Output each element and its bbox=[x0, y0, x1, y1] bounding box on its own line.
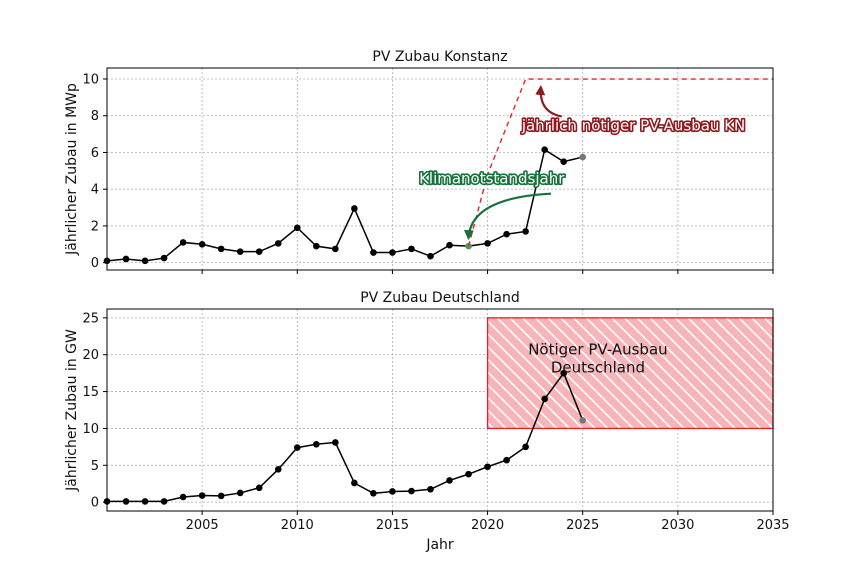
deutschland-data-point bbox=[427, 485, 434, 493]
deutschland-data-point bbox=[122, 498, 130, 505]
konstanz-data-point bbox=[541, 146, 548, 154]
deutschland-y-tick-label: 5 bbox=[91, 459, 99, 474]
deutschland-data-point bbox=[503, 456, 510, 464]
konstanz-chart: PV Zubau Konstanz 0 2 4 6 8 10 Jährlicher Zub… bbox=[64, 49, 774, 274]
konstanz-data-point bbox=[217, 245, 225, 253]
konstanz-grid bbox=[107, 68, 774, 270]
deutschland-series bbox=[103, 369, 587, 505]
konstanz-annotations: Klimanotstandsjahr jährlich nötiger PV-Au… bbox=[417, 85, 747, 241]
konstanz-y-tick-label: 8 bbox=[91, 109, 99, 124]
deutschland-data-point bbox=[560, 369, 567, 377]
konstanz-data-point bbox=[408, 245, 415, 253]
konstanz-data-point bbox=[484, 240, 491, 247]
konstanz-data-point bbox=[446, 241, 453, 249]
deutschland-y-tick-label: 15 bbox=[82, 385, 99, 400]
deutschland-chart: PV Zubau Deutschland 2005 2010 2015 2020 202… bbox=[64, 290, 790, 553]
deutschland-y-tick-label: 25 bbox=[82, 311, 99, 326]
konstanz-chart-title: PV Zubau Konstanz bbox=[372, 49, 507, 65]
deutschland-chart-title: PV Zubau Deutschland bbox=[360, 290, 520, 306]
deutschland-data-point bbox=[389, 488, 396, 495]
deutschland-data-point bbox=[313, 440, 320, 448]
konstanz-data-point bbox=[179, 239, 187, 246]
deutschland-required-range-region bbox=[486, 317, 774, 430]
deutschland-data-point bbox=[274, 466, 282, 473]
konstanz-y-tick-label: 6 bbox=[91, 146, 99, 161]
deutschland-x-tick-label: 2020 bbox=[471, 518, 504, 533]
konstanz-data-point bbox=[198, 240, 206, 248]
konstanz-data-point bbox=[122, 255, 130, 263]
konstanz-data-point bbox=[560, 158, 567, 165]
konstanz-data-point bbox=[389, 249, 396, 256]
konstanz-plot-frame bbox=[106, 67, 774, 271]
konstanz-y-axis-label: Jährlicher Zubau in MWp bbox=[64, 83, 80, 256]
deutschland-data-point bbox=[522, 443, 529, 451]
deutschland-x-tick-label: 2025 bbox=[566, 518, 599, 533]
deutschland-y-tick-label: 20 bbox=[82, 348, 99, 363]
konstanz-y-tick-label: 0 bbox=[91, 256, 99, 271]
konstanz-data-point bbox=[236, 248, 244, 255]
deutschland-y-axis-label: Jährlicher Zubau in GW bbox=[64, 329, 80, 492]
konstanz-series-line bbox=[106, 148, 583, 262]
deutschland-data-point bbox=[217, 492, 225, 500]
deutschland-y-tick-label: 0 bbox=[91, 496, 99, 511]
konstanz-data-point bbox=[255, 248, 263, 255]
konstanz-data-point bbox=[274, 240, 282, 247]
konstanz-data-point bbox=[522, 228, 529, 235]
deutschland-plot-frame bbox=[106, 308, 774, 512]
konstanz-klimanotstand-arrow bbox=[463, 192, 552, 241]
deutschland-data-point bbox=[446, 477, 453, 484]
deutschland-x-tick-label: 2030 bbox=[661, 518, 694, 533]
konstanz-data-point bbox=[351, 205, 358, 212]
konstanz-target-arrow bbox=[535, 85, 563, 118]
deutschland-data-point bbox=[236, 489, 244, 497]
deutschland-data-point bbox=[332, 439, 339, 446]
konstanz-target-line bbox=[467, 78, 773, 247]
deutschland-data-point bbox=[141, 498, 149, 505]
deutschland-data-point bbox=[160, 498, 168, 505]
deutschland-x-tick-label: 2010 bbox=[281, 518, 314, 533]
konstanz-data-point bbox=[370, 249, 377, 256]
deutschland-x-tick-label: 2005 bbox=[186, 518, 219, 533]
konstanz-data-point bbox=[427, 252, 434, 260]
deutschland-x-tick-label: 2015 bbox=[376, 518, 409, 533]
deutschland-y-tick-label: 10 bbox=[82, 422, 99, 437]
konstanz-data-point bbox=[160, 254, 168, 262]
konstanz-y-tick-label: 10 bbox=[82, 73, 99, 88]
konstanz-axes: 0 2 4 6 8 10 bbox=[82, 73, 774, 274]
konstanz-data-point bbox=[579, 153, 587, 161]
deutschland-annotations: Nötiger PV-Ausbau Deutschland bbox=[528, 341, 667, 377]
deutschland-data-point bbox=[370, 490, 377, 497]
konstanz-y-tick-label: 2 bbox=[91, 219, 99, 234]
konstanz-data-point bbox=[313, 242, 320, 250]
deutschland-data-point bbox=[541, 395, 548, 403]
konstanz-data-point bbox=[141, 257, 149, 265]
deutschland-data-point bbox=[351, 479, 358, 487]
deutschland-region-label: Nötiger PV-Ausbau Deutschland bbox=[528, 341, 667, 377]
deutschland-data-point bbox=[579, 417, 587, 424]
deutschland-data-point bbox=[484, 463, 491, 471]
konstanz-data-point bbox=[503, 230, 510, 238]
deutschland-data-point bbox=[408, 487, 415, 495]
deutschland-data-point bbox=[179, 493, 187, 501]
deutschland-region-label-line: Nötiger PV-Ausbau bbox=[528, 341, 667, 359]
deutschland-data-point bbox=[465, 470, 472, 478]
deutschland-region-label-line: Deutschland bbox=[551, 359, 645, 377]
deutschland-data-point bbox=[198, 492, 206, 499]
konstanz-data-point bbox=[293, 224, 301, 232]
deutschland-data-point bbox=[293, 444, 301, 451]
deutschland-x-tick-label: 2035 bbox=[756, 518, 789, 533]
konstanz-target-label: jährlich nötiger PV-Ausbau KN bbox=[521, 116, 745, 134]
konstanz-data-point bbox=[332, 245, 339, 253]
deutschland-data-point bbox=[255, 484, 263, 492]
deutschland-x-axis-label: Jahr bbox=[425, 537, 454, 553]
konstanz-klimanotstand-label: Klimanotstandsjahr bbox=[419, 170, 565, 188]
konstanz-y-tick-label: 4 bbox=[91, 183, 99, 198]
